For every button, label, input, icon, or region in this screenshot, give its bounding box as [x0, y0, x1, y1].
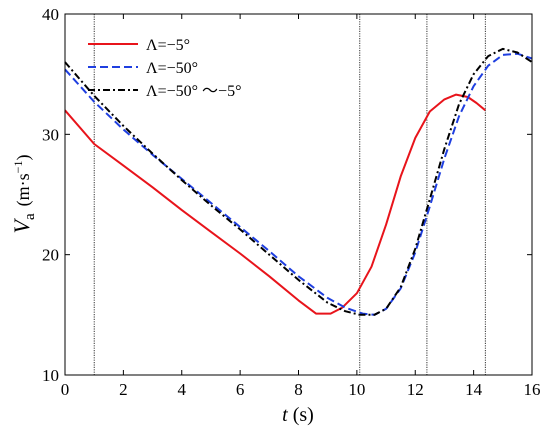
legend: Λ=−5° Λ=−50° Λ=−50° ～−5° — [88, 37, 241, 100]
series-line-1 — [64, 93, 486, 315]
legend-label-1: Λ=−5° — [146, 37, 190, 54]
legend-label-2: Λ=−50° — [146, 60, 198, 77]
y-tick-label: 20 — [42, 246, 59, 265]
axis-ticks: 0 2 4 6 8 10 12 14 16 10 20 30 40 — [42, 5, 541, 399]
y-axis-unit-close: ) — [13, 155, 34, 161]
x-tick-label: 4 — [178, 380, 187, 399]
x-axis-symbol: t — [282, 404, 288, 426]
y-axis-subscript: a — [22, 213, 38, 220]
y-axis-symbol: V — [9, 217, 34, 233]
x-tick-label: 16 — [524, 380, 541, 399]
y-tick-label: 10 — [42, 366, 59, 385]
x-tick-label: 2 — [119, 380, 128, 399]
x-tick-label: 10 — [348, 380, 365, 399]
y-axis-unit-exponent: −1 — [11, 161, 25, 174]
legend-label-3: Λ=−50° ～−5° — [146, 83, 241, 100]
x-tick-label: 0 — [61, 380, 70, 399]
y-tick-label: 30 — [42, 125, 59, 144]
x-tick-label: 6 — [236, 380, 245, 399]
x-tick-label: 12 — [407, 380, 424, 399]
series-line-3 — [64, 47, 533, 316]
plot-frame — [64, 13, 533, 376]
x-tick-label: 8 — [294, 380, 303, 399]
x-axis-unit: (s) — [288, 404, 314, 426]
series-lines — [64, 47, 533, 316]
y-tick-label: 40 — [42, 5, 59, 24]
y-axis-label: Va (m·s−1) — [9, 155, 38, 234]
x-tick-label: 14 — [465, 380, 483, 399]
y-axis-unit: (m·s — [13, 173, 34, 206]
x-axis-label: t (s) — [282, 404, 314, 426]
series-line-2 — [64, 52, 533, 316]
